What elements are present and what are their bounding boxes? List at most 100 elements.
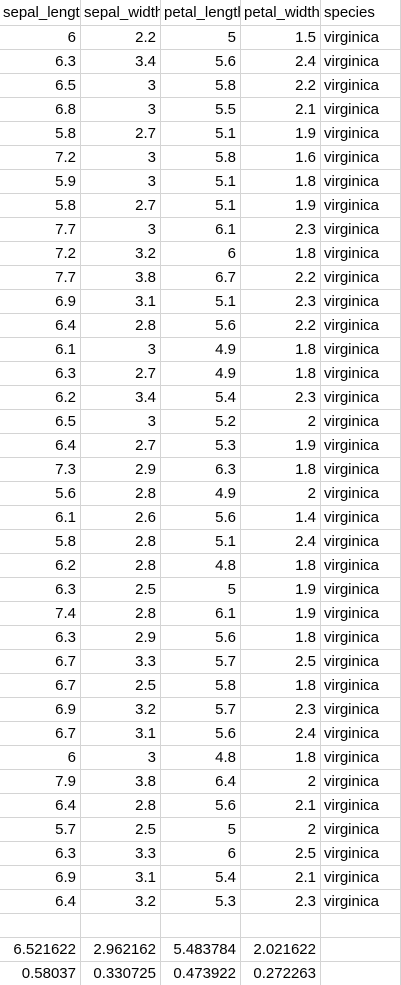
table-cell[interactable]: 2.3 xyxy=(241,218,321,242)
table-cell[interactable]: 6 xyxy=(161,842,241,866)
table-cell[interactable]: 2.2 xyxy=(241,314,321,338)
table-cell[interactable]: 5.8 xyxy=(161,74,241,98)
table-cell[interactable]: 5.8 xyxy=(161,146,241,170)
table-cell[interactable]: 6.5 xyxy=(0,410,81,434)
table-cell[interactable]: 4.8 xyxy=(161,554,241,578)
table-cell[interactable]: 1.8 xyxy=(241,554,321,578)
table-cell[interactable]: virginica xyxy=(321,434,401,458)
table-cell[interactable]: virginica xyxy=(321,674,401,698)
table-cell[interactable]: 6.3 xyxy=(0,362,81,386)
table-cell[interactable]: 5.1 xyxy=(161,122,241,146)
table-cell[interactable]: 2.7 xyxy=(81,122,161,146)
table-cell[interactable]: 6.3 xyxy=(0,842,81,866)
table-cell[interactable]: 3 xyxy=(81,218,161,242)
table-cell[interactable]: 6.4 xyxy=(0,314,81,338)
table-cell[interactable]: 2.4 xyxy=(241,722,321,746)
table-cell[interactable]: 3.4 xyxy=(81,50,161,74)
table-cell[interactable]: 1.8 xyxy=(241,242,321,266)
table-cell[interactable]: virginica xyxy=(321,98,401,122)
table-cell[interactable]: virginica xyxy=(321,818,401,842)
table-cell[interactable]: virginica xyxy=(321,314,401,338)
table-cell[interactable]: 2.8 xyxy=(81,794,161,818)
table-cell[interactable]: 6.7 xyxy=(161,266,241,290)
table-cell[interactable]: 5.8 xyxy=(0,194,81,218)
table-cell[interactable]: virginica xyxy=(321,626,401,650)
table-cell[interactable] xyxy=(321,938,401,962)
table-cell[interactable]: 7.2 xyxy=(0,146,81,170)
table-cell[interactable]: 5.6 xyxy=(161,722,241,746)
table-cell[interactable]: virginica xyxy=(321,74,401,98)
table-cell[interactable]: 3.2 xyxy=(81,698,161,722)
table-cell[interactable]: virginica xyxy=(321,506,401,530)
table-cell[interactable]: 3.2 xyxy=(81,890,161,914)
table-cell[interactable]: 3.3 xyxy=(81,842,161,866)
table-cell[interactable]: 2.962162 xyxy=(81,938,161,962)
table-cell[interactable]: 5 xyxy=(161,26,241,50)
table-cell[interactable]: 6.4 xyxy=(0,434,81,458)
table-cell[interactable]: 6.1 xyxy=(161,218,241,242)
table-cell[interactable]: 5.6 xyxy=(0,482,81,506)
table-cell[interactable]: virginica xyxy=(321,146,401,170)
table-cell[interactable]: 0.272263 xyxy=(241,962,321,985)
table-cell[interactable]: 6.9 xyxy=(0,866,81,890)
table-cell[interactable]: 2.7 xyxy=(81,434,161,458)
table-cell[interactable]: 0.473922 xyxy=(161,962,241,985)
table-cell[interactable]: 1.6 xyxy=(241,146,321,170)
table-cell[interactable]: 1.8 xyxy=(241,338,321,362)
table-cell[interactable]: 5.1 xyxy=(161,170,241,194)
table-cell[interactable]: 6 xyxy=(161,242,241,266)
table-cell[interactable]: 2.2 xyxy=(81,26,161,50)
table-cell[interactable]: 5.7 xyxy=(0,818,81,842)
table-cell[interactable]: 5.9 xyxy=(0,170,81,194)
table-cell[interactable]: 5.3 xyxy=(161,890,241,914)
table-cell[interactable]: virginica xyxy=(321,650,401,674)
table-cell[interactable]: 2.1 xyxy=(241,866,321,890)
table-cell[interactable]: 2.5 xyxy=(81,818,161,842)
table-cell[interactable]: 2.5 xyxy=(81,578,161,602)
table-cell[interactable]: 6 xyxy=(0,26,81,50)
table-cell[interactable]: virginica xyxy=(321,50,401,74)
table-cell[interactable]: virginica xyxy=(321,890,401,914)
table-cell[interactable]: virginica xyxy=(321,194,401,218)
table-cell[interactable]: 5.6 xyxy=(161,506,241,530)
table-cell[interactable]: 1.8 xyxy=(241,746,321,770)
table-cell[interactable]: virginica xyxy=(321,722,401,746)
table-cell[interactable]: virginica xyxy=(321,698,401,722)
table-cell[interactable]: 6.1 xyxy=(0,338,81,362)
table-cell[interactable]: 1.9 xyxy=(241,122,321,146)
table-cell[interactable]: virginica xyxy=(321,410,401,434)
table-cell[interactable]: 7.4 xyxy=(0,602,81,626)
table-cell[interactable]: 6.7 xyxy=(0,674,81,698)
table-cell[interactable]: 4.8 xyxy=(161,746,241,770)
table-cell[interactable] xyxy=(321,962,401,985)
table-cell[interactable]: 5.8 xyxy=(0,530,81,554)
table-cell[interactable]: 1.9 xyxy=(241,602,321,626)
table-cell[interactable]: 6.3 xyxy=(0,578,81,602)
table-cell[interactable]: 2.7 xyxy=(81,362,161,386)
table-cell[interactable]: 3.2 xyxy=(81,242,161,266)
table-cell[interactable]: 0.58037 xyxy=(0,962,81,985)
table-cell[interactable]: virginica xyxy=(321,746,401,770)
table-cell[interactable]: 7.7 xyxy=(0,218,81,242)
table-cell[interactable]: 5.4 xyxy=(161,386,241,410)
table-cell[interactable]: 6.3 xyxy=(161,458,241,482)
table-cell[interactable]: 5.1 xyxy=(161,290,241,314)
table-cell[interactable]: 3 xyxy=(81,338,161,362)
table-cell[interactable]: 2.7 xyxy=(81,194,161,218)
table-cell[interactable]: 1.8 xyxy=(241,458,321,482)
table-cell[interactable]: 2.8 xyxy=(81,554,161,578)
table-cell[interactable]: 7.3 xyxy=(0,458,81,482)
table-cell[interactable]: 4.9 xyxy=(161,338,241,362)
table-cell[interactable]: 2.5 xyxy=(241,842,321,866)
table-cell[interactable]: virginica xyxy=(321,170,401,194)
table-cell[interactable]: 6.9 xyxy=(0,290,81,314)
table-cell[interactable]: 2.6 xyxy=(81,506,161,530)
table-cell[interactable]: 3.8 xyxy=(81,770,161,794)
table-cell[interactable]: 7.2 xyxy=(0,242,81,266)
table-cell[interactable]: 5.8 xyxy=(0,122,81,146)
table-cell[interactable]: 5.483784 xyxy=(161,938,241,962)
table-cell[interactable]: 7.7 xyxy=(0,266,81,290)
table-cell[interactable]: 1.4 xyxy=(241,506,321,530)
table-cell[interactable]: 2.3 xyxy=(241,386,321,410)
table-cell[interactable]: 3 xyxy=(81,410,161,434)
